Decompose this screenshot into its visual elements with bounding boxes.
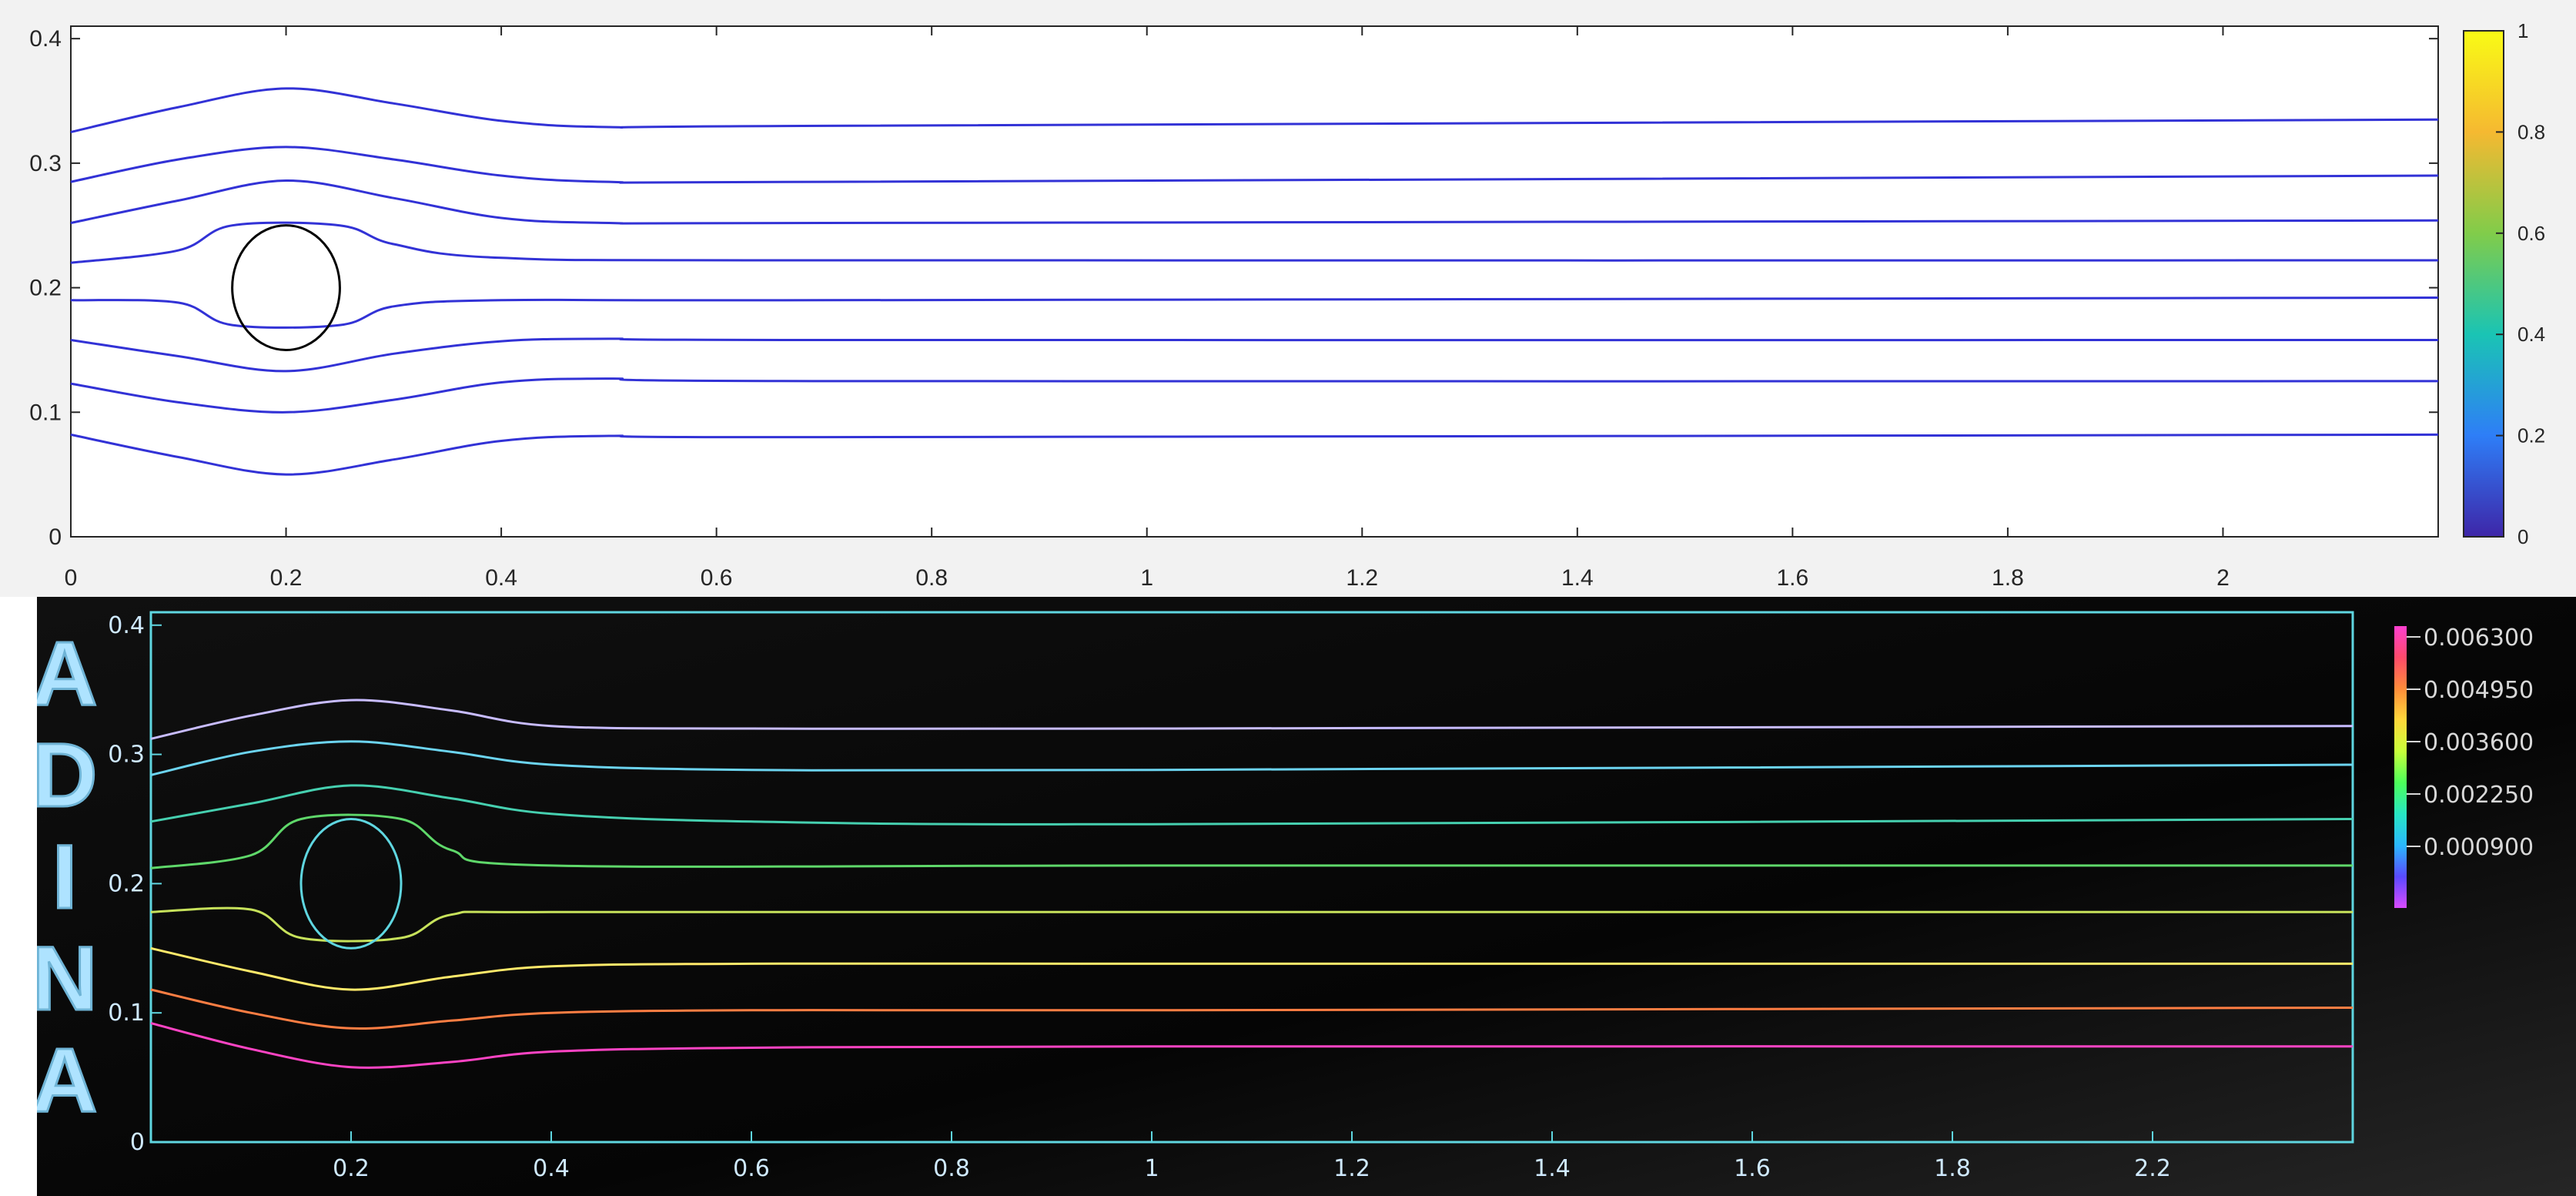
bottom-background <box>37 597 2576 1196</box>
bottom-streamline-5 <box>150 813 2353 869</box>
top-y-tick-label: 0 <box>49 524 62 550</box>
bottom-x-tick-label: 0.4 <box>533 1155 570 1182</box>
top-streamlines <box>70 87 2439 476</box>
top-x-tick-label: 0 <box>65 565 78 591</box>
top-x-tick-label: 1.6 <box>1777 565 1809 591</box>
adina-logo-letter: D <box>37 725 98 826</box>
bottom-colorbar-tick-label: 0.003600 <box>2424 729 2534 756</box>
top-plot-area <box>70 25 2439 538</box>
adina-logo-letter: A <box>37 623 98 725</box>
top-streamline-3 <box>70 337 2439 373</box>
top-x-tick-label: 0.8 <box>915 565 948 591</box>
top-colorbar-tick-label: 0 <box>2517 525 2528 548</box>
top-streamline-4 <box>70 296 2439 329</box>
bottom-x-tick-label: 1.8 <box>1934 1155 1971 1182</box>
top-x-tick-label: 0.2 <box>270 565 303 591</box>
bottom-streamline-8 <box>150 699 2354 740</box>
bottom-streamline-2 <box>150 988 2354 1030</box>
bottom-colorbar-gradient <box>2394 626 2407 908</box>
bottom-colorbar: 0.006300 0.004950 0.003600 0.002250 0.000900 <box>2394 625 2534 908</box>
top-streamline-8 <box>70 87 2439 133</box>
top-x-axis: 0 0.2 0.4 0.6 0.8 1 1.2 1.4 1.6 1.8 2 <box>65 26 2230 591</box>
bottom-colorbar-tick-label: 0.000900 <box>2424 834 2534 861</box>
top-streamline-7 <box>70 146 2439 184</box>
top-colorbar-tick-label: 0.8 <box>2517 120 2545 143</box>
top-streamline-2 <box>70 377 2439 414</box>
top-y-axis: 0 0.1 0.2 0.3 0.4 <box>29 26 2438 550</box>
bottom-x-tick-label: 1 <box>1144 1155 1159 1182</box>
top-x-tick-label: 2 <box>2216 565 2230 591</box>
top-colorbar-tick-label: 0.4 <box>2517 323 2545 346</box>
top-y-tick-label: 0.3 <box>29 151 62 176</box>
bottom-cylinder-obstacle <box>299 817 403 950</box>
top-x-tick-label: 1.4 <box>1561 565 1594 591</box>
bottom-x-tick-label: 1.4 <box>1534 1155 1571 1182</box>
bottom-x-tick-label: 1.6 <box>1734 1155 1771 1182</box>
bottom-streamline-7 <box>150 740 2354 776</box>
bottom-streamline-4 <box>150 906 2353 943</box>
bottom-colorbar-tick-label: 0.006300 <box>2424 625 2534 652</box>
bottom-x-axis: 0.2 0.4 0.6 0.8 1 1.2 1.4 1.6 1.8 2.2 <box>333 1131 2171 1182</box>
top-cylinder-obstacle <box>231 224 341 351</box>
bottom-x-tick-label: 1.2 <box>1333 1155 1370 1182</box>
top-x-tick-label: 1.8 <box>1992 565 2024 591</box>
top-colorbar: 0 0.2 0.4 0.6 0.8 1 <box>2463 19 2545 548</box>
bottom-colorbar-ticks: 0.006300 0.004950 0.003600 0.002250 0.000900 <box>2407 625 2534 861</box>
bottom-colorbar-tick-label: 0.004950 <box>2424 677 2534 704</box>
adina-logo-letter: A <box>37 1030 98 1131</box>
bottom-y-tick-label: 0.4 <box>108 612 145 639</box>
adina-logo-letter: N <box>37 928 98 1030</box>
bottom-streamline-6 <box>150 784 2354 826</box>
bottom-streamlines <box>150 699 2354 1069</box>
bottom-x-tick-label: 2.2 <box>2134 1155 2171 1182</box>
top-colorbar-ticks: 0 0.2 0.4 0.6 0.8 1 <box>2496 19 2545 548</box>
bottom-x-tick-label: 0.6 <box>733 1155 770 1182</box>
top-streamline-chart: 0 0.2 0.4 0.6 0.8 1 1.2 1.4 1.6 1.8 2 0 0.1 0.2 0.3 0.… <box>29 19 2545 591</box>
top-y-tick-label: 0.2 <box>29 276 62 301</box>
bottom-streamline-1 <box>150 1022 2354 1069</box>
top-x-tick-label: 1.2 <box>1346 565 1378 591</box>
bottom-y-axis: 0 0.1 0.2 0.3 0.4 <box>108 612 162 1156</box>
bottom-y-tick-label: 0 <box>130 1129 145 1156</box>
top-streamline-1 <box>70 433 2439 476</box>
top-colorbar-gradient <box>2463 30 2504 538</box>
top-x-tick-label: 1 <box>1140 565 1153 591</box>
bottom-x-tick-label: 0.2 <box>333 1155 370 1182</box>
top-streamline-panel: 0 0.2 0.4 0.6 0.8 1 1.2 1.4 1.6 1.8 2 0 0.1 0.2 0.3 0.… <box>0 0 2576 597</box>
top-colorbar-tick-label: 1 <box>2517 19 2528 42</box>
top-colorbar-tick-label: 0.6 <box>2517 222 2545 245</box>
top-y-tick-label: 0.4 <box>29 26 62 52</box>
top-x-tick-label: 0.4 <box>485 565 517 591</box>
bottom-colorbar-tick-label: 0.002250 <box>2424 782 2534 809</box>
bottom-y-tick-label: 0.3 <box>108 742 145 769</box>
top-streamline-5 <box>70 221 2439 264</box>
top-y-tick-label: 0.1 <box>29 400 62 425</box>
top-x-tick-label: 0.6 <box>701 565 733 591</box>
top-streamline-6 <box>70 179 2439 225</box>
top-colorbar-tick-label: 0.2 <box>2517 424 2545 447</box>
bottom-y-tick-label: 0.2 <box>108 870 145 897</box>
adina-logo-letter: I <box>52 826 78 928</box>
bottom-streamline-3 <box>150 946 2353 991</box>
bottom-x-tick-label: 0.8 <box>933 1155 970 1182</box>
bottom-y-tick-label: 0.1 <box>108 1000 145 1027</box>
bottom-plot-area <box>149 611 2354 1144</box>
